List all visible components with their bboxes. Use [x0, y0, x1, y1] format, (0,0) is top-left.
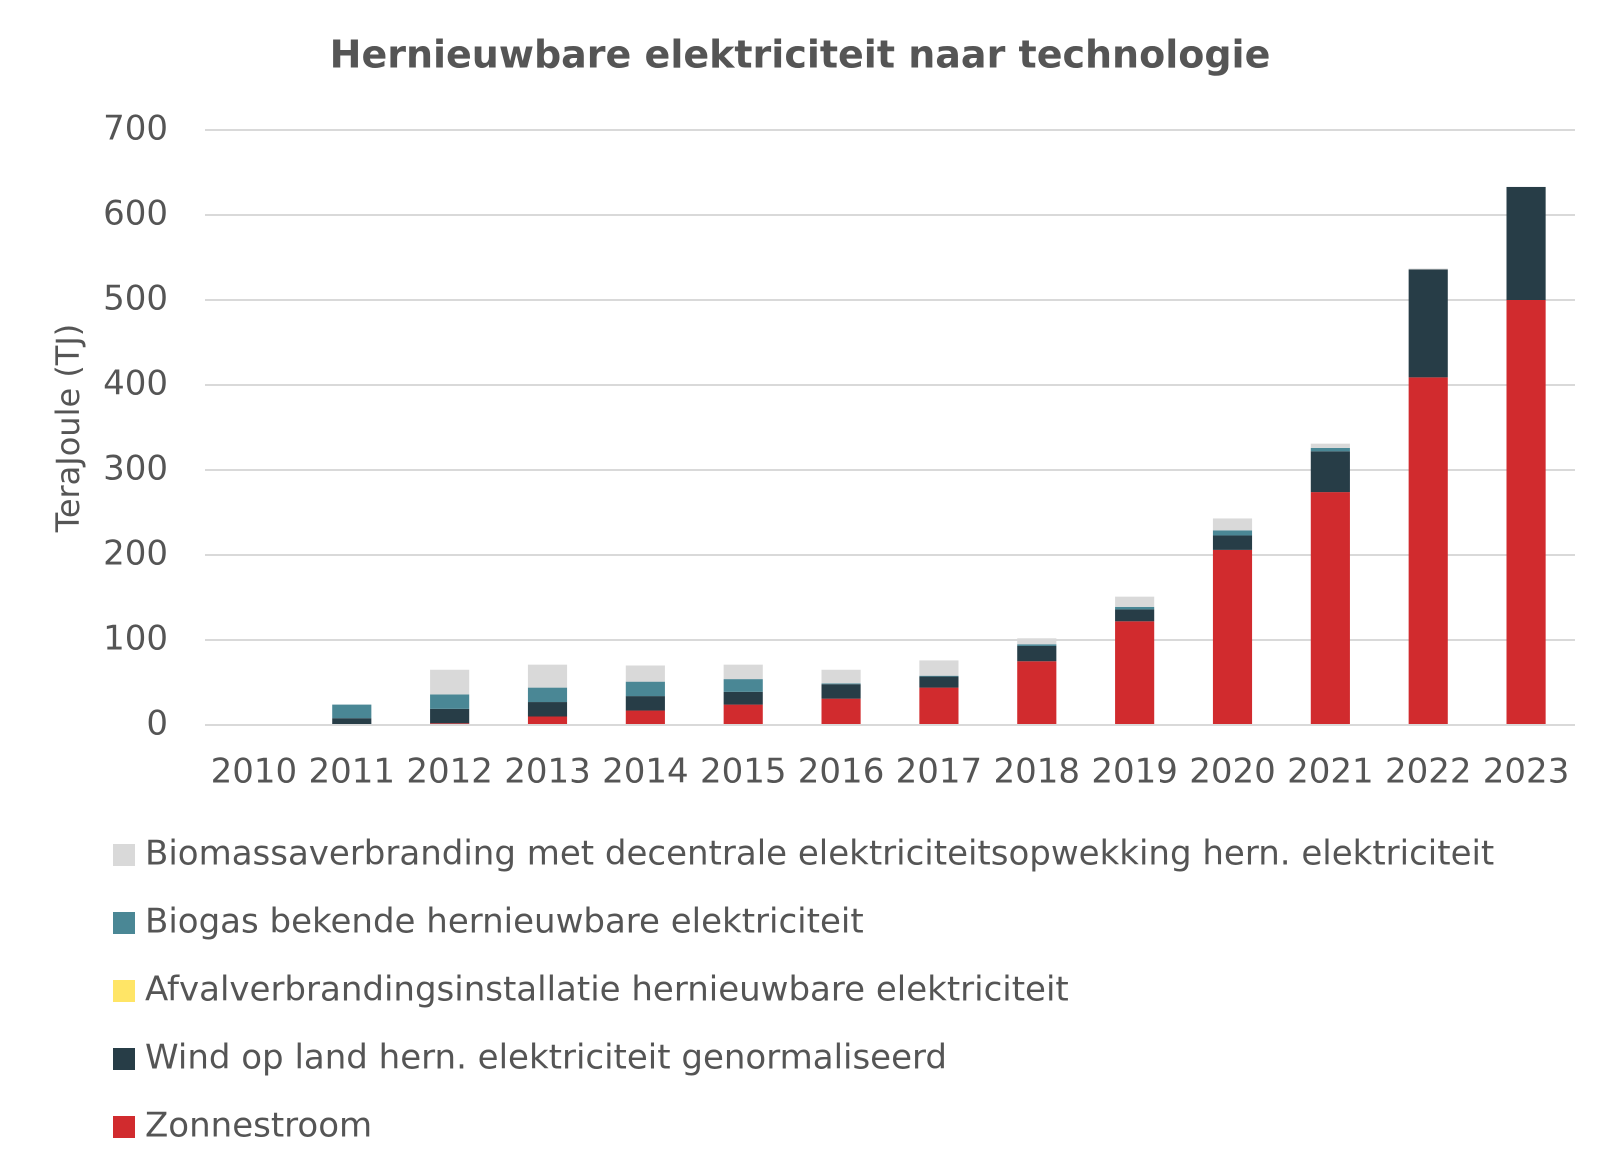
bar-segment [1017, 638, 1057, 645]
bar-segment [1212, 535, 1253, 550]
bar-segment [1017, 661, 1057, 725]
legend-swatch [113, 912, 135, 934]
y-tick-label: 300 [103, 449, 168, 489]
bar-segment [625, 710, 665, 725]
y-tick-label: 500 [103, 279, 168, 319]
bar-segment [1506, 300, 1546, 725]
legend-label: Biomassaverbranding met decentrale elekt… [145, 834, 1494, 874]
bar-segment [1115, 609, 1155, 622]
legend-swatch [113, 1048, 135, 1070]
y-tick-label: 400 [103, 364, 168, 404]
bar-segment [1408, 268, 1448, 270]
legend-swatch [113, 1116, 135, 1138]
bar-segment [1310, 443, 1350, 448]
bar-segment [919, 660, 959, 676]
y-tick-label: 0 [146, 704, 168, 744]
x-tick-label: 2023 [1483, 752, 1570, 792]
bar-segment [821, 684, 861, 699]
bar-segment [527, 702, 568, 717]
y-tick-label: 100 [103, 619, 168, 659]
bar-segment [1310, 447, 1350, 452]
bar-segment [625, 681, 665, 697]
legend-swatch [113, 980, 135, 1002]
y-tick-label: 700 [103, 109, 168, 149]
bar-segment [1017, 644, 1057, 646]
bar-segment [1212, 518, 1253, 531]
legend-label: Zonnestroom [145, 1106, 372, 1146]
bar-segment [723, 664, 763, 680]
bar-segment [1506, 186, 1546, 300]
x-tick-label: 2015 [700, 752, 787, 792]
bar-segment [625, 696, 665, 711]
bar-segment [919, 687, 959, 725]
bar-segment [1212, 549, 1253, 725]
bar-segment [919, 675, 959, 677]
x-tick-label: 2019 [1091, 752, 1178, 792]
bar-segment [1408, 377, 1448, 725]
bar-segment [430, 708, 470, 724]
bar-segment [723, 679, 763, 692]
y-tick-label: 200 [103, 534, 168, 574]
bar-segment [1115, 606, 1155, 610]
x-tick-label: 2021 [1287, 752, 1374, 792]
legend-swatch [113, 844, 135, 866]
y-tick-label: 600 [103, 194, 168, 234]
bar-segment [1408, 269, 1448, 378]
bar-segment [919, 676, 959, 688]
chart-title: Hernieuwbare elektriciteit naar technolo… [330, 33, 1271, 77]
bar-segment [821, 698, 861, 725]
x-tick-label: 2022 [1385, 752, 1472, 792]
legend-label: Biogas bekende hernieuwbare elektricitei… [145, 902, 864, 942]
bar-segment [1212, 530, 1253, 536]
legend-label: Afvalverbrandingsinstallatie hernieuwbar… [145, 970, 1069, 1010]
x-tick-label: 2011 [309, 752, 396, 792]
bar-segment [430, 669, 470, 695]
bar-segment [1017, 645, 1057, 662]
bar-segment [821, 683, 861, 685]
bar-segment [723, 704, 763, 725]
y-axis-label: TeraJoule (TJ) [49, 324, 87, 534]
bar-segment [821, 669, 861, 684]
x-tick-label: 2013 [504, 752, 591, 792]
x-tick-label: 2016 [798, 752, 885, 792]
bar-segment [1115, 596, 1155, 607]
x-tick-label: 2017 [896, 752, 983, 792]
x-tick-label: 2020 [1189, 752, 1276, 792]
bar-segment [1310, 492, 1350, 725]
bar-segment [723, 691, 763, 705]
x-tick-label: 2014 [602, 752, 689, 792]
bar-segment [625, 665, 665, 682]
bar-segment [1115, 621, 1155, 725]
bar-segment [527, 716, 568, 725]
x-tick-label: 2018 [994, 752, 1081, 792]
bar-segment [527, 664, 568, 688]
bar-segment [1310, 451, 1350, 493]
x-tick-label: 2012 [406, 752, 493, 792]
bar-segment [527, 687, 568, 703]
bar-segment [332, 704, 372, 719]
bar-segment [430, 694, 470, 709]
x-tick-label: 2010 [211, 752, 298, 792]
legend-label: Wind op land hern. elektriciteit genorma… [145, 1038, 947, 1078]
bar-segment [332, 718, 372, 725]
